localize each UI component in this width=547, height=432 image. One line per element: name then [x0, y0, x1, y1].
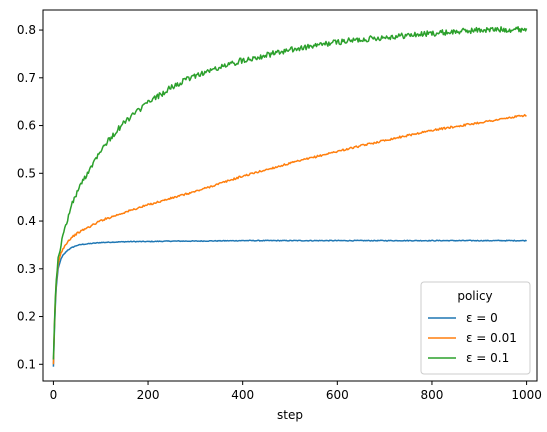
x-axis-label: step [277, 408, 303, 422]
y-tick-label: 0.3 [17, 262, 36, 276]
series-lines [52, 26, 528, 367]
x-tick-label: 200 [137, 388, 160, 402]
x-tick-label: 0 [50, 388, 58, 402]
plot-frame [42, 9, 538, 382]
y-tick-label: 0.8 [17, 23, 36, 37]
x-axis-ticks: 0 200 400 600 800 1000 [50, 381, 542, 402]
y-tick-label: 0.6 [17, 119, 36, 133]
x-tick-label: 800 [421, 388, 444, 402]
legend-title: policy [457, 289, 492, 303]
legend-entries: ε = 0 ε = 0.01 ε = 0.1 [428, 311, 517, 365]
y-tick-label: 0.1 [17, 357, 36, 371]
y-tick-label: 0.4 [17, 214, 36, 228]
y-tick-label: 0.7 [17, 71, 36, 85]
x-tick-label: 400 [231, 388, 254, 402]
legend: policy ε = 0 ε = 0.01 ε = 0.1 [420, 281, 531, 375]
series-line-1 [52, 113, 527, 365]
x-tick-label: 1000 [511, 388, 542, 402]
legend-box [420, 281, 531, 375]
y-tick-label: 0.5 [17, 166, 36, 180]
y-tick-label: 0.2 [17, 310, 36, 324]
x-tick-label: 600 [326, 388, 349, 402]
series-line-2 [52, 26, 528, 360]
y-axis-ticks: 0.1 0.2 0.3 0.4 0.5 0.6 0.7 0.8 [17, 23, 43, 371]
legend-label: ε = 0 [466, 311, 498, 325]
series-line-0 [52, 239, 528, 367]
legend-label: ε = 0.1 [466, 351, 509, 365]
legend-label: ε = 0.01 [466, 331, 517, 345]
